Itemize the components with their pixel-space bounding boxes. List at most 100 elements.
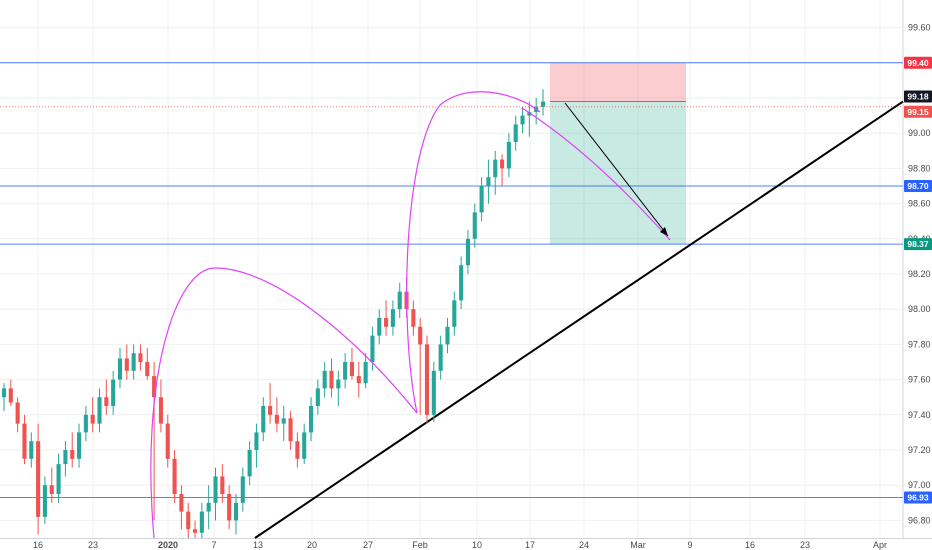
candle-body xyxy=(220,476,225,494)
x-tick-label: 23 xyxy=(800,540,810,550)
candle-body xyxy=(117,358,123,380)
price-badge xyxy=(904,491,932,504)
candle-body xyxy=(329,370,334,389)
candle-body xyxy=(172,458,177,494)
y-tick-label: 97.40 xyxy=(908,410,931,420)
candle-body xyxy=(186,511,191,530)
candle-body xyxy=(506,142,511,169)
candle-body xyxy=(104,397,109,406)
price-badge xyxy=(904,56,932,69)
candle-body xyxy=(15,402,20,424)
candle-body xyxy=(213,476,218,503)
candle-body xyxy=(397,291,402,310)
candle-body xyxy=(83,414,88,433)
candle-body xyxy=(240,476,245,503)
candle-body xyxy=(70,450,75,459)
candle-body xyxy=(363,362,368,384)
candle-body xyxy=(145,362,150,377)
y-tick-label: 97.20 xyxy=(908,445,931,455)
price-badge-label: 96.93 xyxy=(907,493,929,503)
candle-body xyxy=(36,441,41,517)
x-tick-label: 9 xyxy=(687,540,692,550)
x-tick-label: 27 xyxy=(363,540,373,550)
y-tick-label: 98.00 xyxy=(908,304,931,314)
candle-body xyxy=(268,406,273,415)
candle-body xyxy=(138,353,143,362)
candle-body xyxy=(165,423,170,459)
x-tick-label: 2020 xyxy=(158,540,178,550)
x-tick-label: 13 xyxy=(253,540,263,550)
candle-body xyxy=(377,318,382,336)
candle-body xyxy=(493,159,498,178)
candle-body xyxy=(295,441,300,459)
candle-body xyxy=(513,124,518,142)
candle-body xyxy=(179,494,184,512)
candle-body xyxy=(56,464,61,494)
price-badge-label: 99.40 xyxy=(907,58,929,68)
projection-arc xyxy=(521,107,671,241)
candle-body xyxy=(356,376,361,384)
x-tick-label: 16 xyxy=(745,540,755,550)
x-tick-label: 7 xyxy=(211,540,216,550)
candle-body xyxy=(349,362,355,377)
candle-body xyxy=(22,423,27,459)
x-tick-label: 16 xyxy=(33,540,43,550)
candle-body xyxy=(97,397,102,424)
y-tick-label: 99.60 xyxy=(908,23,931,33)
x-tick-label: 24 xyxy=(579,540,589,550)
projection-arrow-head xyxy=(660,227,668,236)
candle-body xyxy=(411,309,416,327)
y-tick-label: 97.80 xyxy=(908,339,931,349)
candle-body xyxy=(77,432,82,459)
candle-body xyxy=(199,511,204,533)
x-tick-label: 20 xyxy=(307,540,317,550)
candle-body xyxy=(131,353,136,371)
y-tick-label: 96.80 xyxy=(908,515,931,525)
candle-body xyxy=(124,358,129,371)
candle-body xyxy=(308,406,314,433)
price-badge-label: 98.70 xyxy=(907,181,929,191)
candle-body xyxy=(288,418,293,442)
candle-body xyxy=(336,379,341,389)
candle-body xyxy=(315,388,320,406)
y-tick-label: 98.60 xyxy=(908,199,931,209)
candle-body xyxy=(152,376,157,398)
candle-body xyxy=(472,212,477,239)
candle-body xyxy=(465,238,470,266)
candle-body xyxy=(206,502,211,512)
candle-body xyxy=(370,335,375,362)
take-profit-zone xyxy=(550,101,686,245)
candle-body xyxy=(486,177,491,186)
candle-body xyxy=(261,406,266,433)
candle-body xyxy=(438,344,443,371)
candle-body xyxy=(459,265,464,301)
candle-body xyxy=(302,432,307,459)
candle-body xyxy=(424,344,430,415)
candle-body xyxy=(500,159,505,169)
candle-body xyxy=(158,397,163,424)
candle-body xyxy=(1,388,7,398)
price-badge xyxy=(904,238,932,251)
x-tick-label: Feb xyxy=(412,540,428,550)
candle-body xyxy=(63,450,68,465)
y-tick-label: 98.80 xyxy=(908,163,931,173)
candle-body xyxy=(343,362,348,380)
candle-body xyxy=(384,318,389,327)
candle-body xyxy=(527,112,532,116)
x-tick-label: 17 xyxy=(525,540,535,550)
candle-body xyxy=(247,450,252,477)
projection-arrow-line xyxy=(564,102,669,237)
projection-arc xyxy=(150,267,418,539)
candle-body xyxy=(90,414,95,424)
candle-body xyxy=(390,309,395,327)
candle-body xyxy=(520,115,525,125)
candle-body xyxy=(192,529,198,533)
candle-body xyxy=(233,502,239,521)
candle-body xyxy=(8,388,13,403)
price-badge xyxy=(904,180,932,192)
candle-body xyxy=(452,300,457,327)
y-tick-label: 97.00 xyxy=(908,480,931,490)
